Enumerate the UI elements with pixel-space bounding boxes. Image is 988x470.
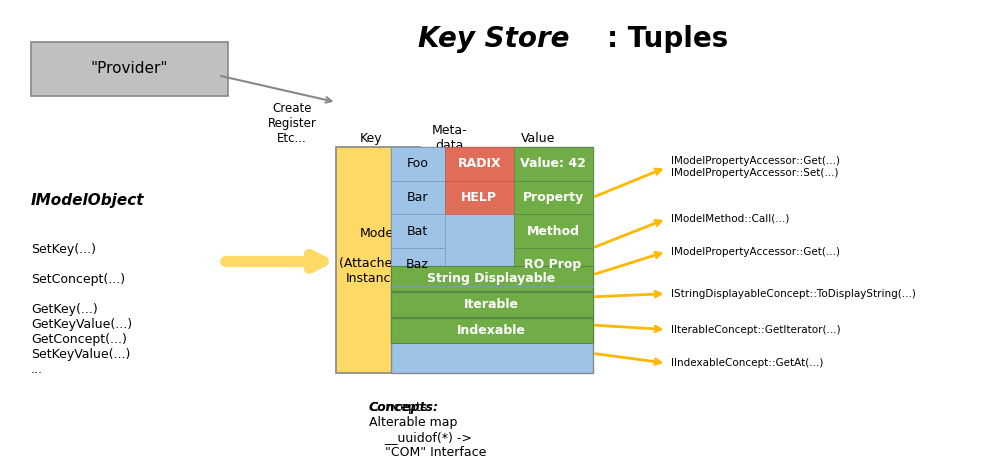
Text: Method: Method [527, 225, 580, 238]
FancyBboxPatch shape [390, 147, 445, 180]
Text: IStringDisplayableConcept::ToDisplayString(...): IStringDisplayableConcept::ToDisplayStri… [671, 289, 916, 299]
Text: Property: Property [523, 191, 584, 204]
FancyBboxPatch shape [390, 248, 445, 282]
Text: Bat: Bat [407, 225, 428, 238]
FancyBboxPatch shape [390, 147, 593, 373]
Text: Model

(Attached to
Instances): Model (Attached to Instances) [339, 227, 417, 284]
Text: Concepts:: Concepts: [369, 401, 439, 414]
Text: Key Store: Key Store [418, 25, 570, 54]
Text: IIterableConcept::GetIterator(...): IIterableConcept::GetIterator(...) [671, 325, 841, 335]
Text: "Provider": "Provider" [91, 61, 168, 76]
FancyBboxPatch shape [31, 42, 228, 95]
Text: RADIX: RADIX [457, 157, 501, 171]
Text: : Tuples: : Tuples [608, 25, 728, 54]
FancyBboxPatch shape [514, 248, 593, 282]
Text: Meta-
data: Meta- data [432, 124, 467, 152]
Text: Value: 42: Value: 42 [520, 157, 586, 171]
FancyBboxPatch shape [336, 147, 420, 373]
Text: Indexable: Indexable [457, 324, 526, 337]
Text: Value: Value [521, 132, 555, 145]
Text: RO Prop: RO Prop [525, 258, 582, 271]
FancyBboxPatch shape [390, 180, 445, 214]
Text: Foo: Foo [407, 157, 429, 171]
Text: Concepts:
Alterable map
    __uuidof(*) ->
    "COM" Interface: Concepts: Alterable map __uuidof(*) -> "… [369, 401, 486, 459]
Text: IModelPropertyAccessor::Get(...)
IModelPropertyAccessor::Set(...): IModelPropertyAccessor::Get(...) IModelP… [671, 157, 841, 178]
Text: Baz: Baz [406, 258, 429, 271]
Text: IModelPropertyAccessor::Get(...): IModelPropertyAccessor::Get(...) [671, 247, 841, 257]
FancyBboxPatch shape [390, 292, 593, 317]
FancyBboxPatch shape [445, 180, 514, 214]
FancyBboxPatch shape [390, 214, 445, 248]
Text: IModelMethod::Call(...): IModelMethod::Call(...) [671, 214, 789, 224]
FancyBboxPatch shape [390, 318, 593, 343]
Text: SetKey(...)

SetConcept(...)

GetKey(...)
GetKeyValue(...)
GetConcept(...)
SetKe: SetKey(...) SetConcept(...) GetKey(...) … [31, 243, 132, 376]
Text: Create
Register
Etc...: Create Register Etc... [268, 102, 316, 145]
Text: Key: Key [360, 132, 382, 145]
Text: Iterable: Iterable [464, 298, 519, 311]
FancyBboxPatch shape [514, 180, 593, 214]
Text: IIndexableConcept::GetAt(...): IIndexableConcept::GetAt(...) [671, 358, 824, 368]
Text: IModelObject: IModelObject [31, 193, 144, 208]
FancyBboxPatch shape [514, 147, 593, 180]
FancyBboxPatch shape [445, 147, 514, 180]
Text: String Displayable: String Displayable [428, 272, 555, 285]
Text: HELP: HELP [461, 191, 497, 204]
FancyBboxPatch shape [390, 266, 593, 290]
Text: Bar: Bar [407, 191, 429, 204]
FancyBboxPatch shape [514, 214, 593, 248]
